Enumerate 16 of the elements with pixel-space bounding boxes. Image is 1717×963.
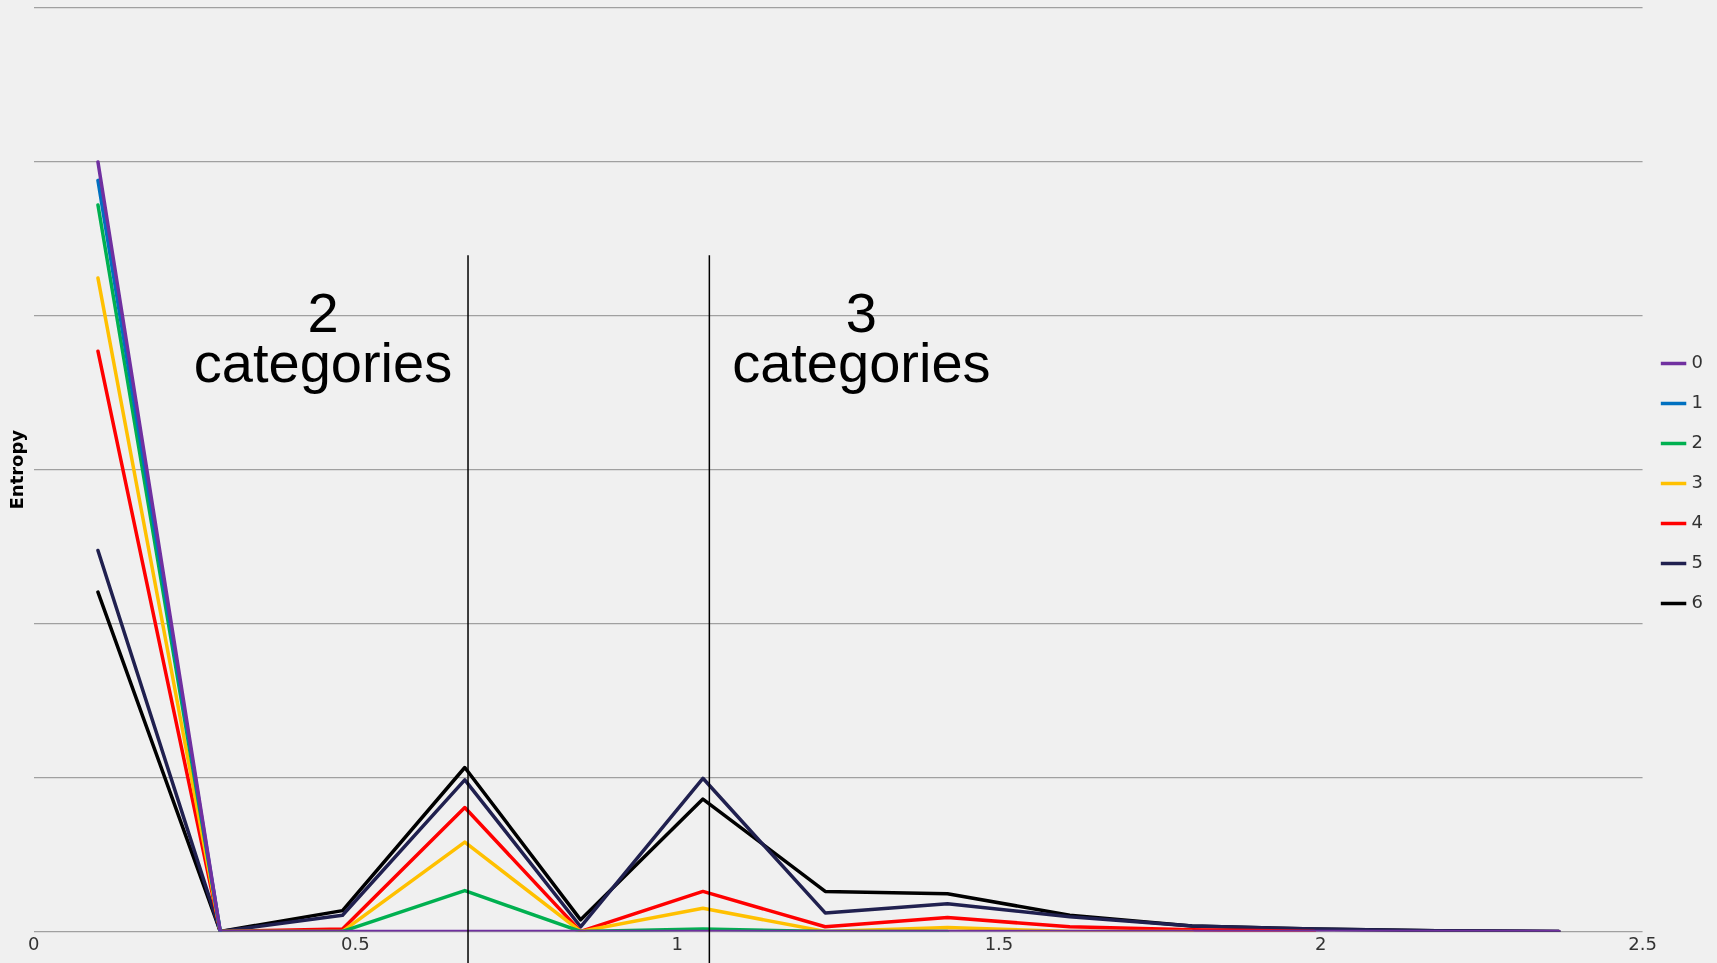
x-tick-label: 2.5 <box>1628 932 1657 954</box>
ref-line-label: 3 categories <box>732 281 991 395</box>
x-tick-label: 2 <box>1315 932 1327 954</box>
y-axis-title: Entropy <box>6 429 28 510</box>
legend-label: 3 <box>1691 471 1703 493</box>
ref-line-label: 2 categories <box>193 281 453 395</box>
x-tick-label: 0.5 <box>341 932 370 954</box>
legend-label: 1 <box>1691 391 1703 413</box>
x-tick-label: 0 <box>27 932 40 954</box>
x-tick-label: 1 <box>671 932 683 954</box>
legend-label: 6 <box>1691 591 1703 613</box>
legend-label: 4 <box>1691 511 1703 533</box>
legend-label: 2 <box>1691 431 1703 453</box>
x-tick-label: 1.5 <box>984 932 1014 954</box>
legend-label: 0 <box>1691 351 1703 373</box>
legend-label: 5 <box>1691 551 1703 573</box>
